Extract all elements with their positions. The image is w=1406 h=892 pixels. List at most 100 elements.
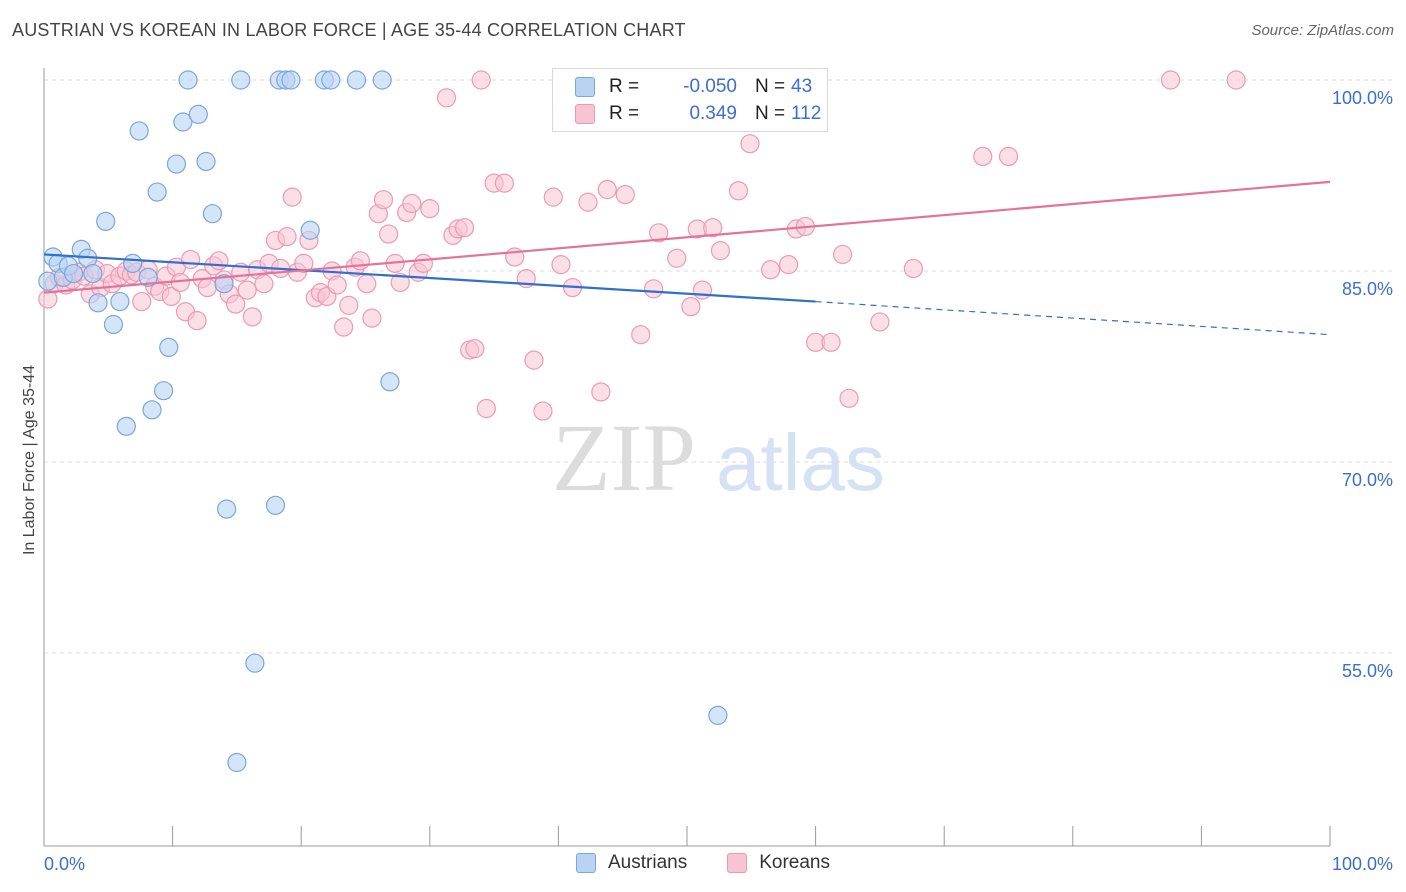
austrian-point xyxy=(196,151,216,172)
korean-point xyxy=(294,253,314,273)
austrian-point xyxy=(178,70,198,90)
korean-point xyxy=(760,260,781,280)
austrian-point xyxy=(138,267,158,287)
korean-point xyxy=(132,291,152,312)
austrian-point xyxy=(116,416,136,436)
korean-point xyxy=(465,339,485,359)
korean-point xyxy=(254,274,274,294)
korean-point xyxy=(242,307,262,327)
korean-point xyxy=(649,223,669,243)
korean-point xyxy=(778,255,799,275)
korean-point xyxy=(667,248,687,268)
korean-point xyxy=(197,277,217,298)
koreans-r-value: 0.349 xyxy=(689,103,737,124)
korean-point xyxy=(591,382,611,402)
korean-point xyxy=(420,199,440,219)
korean-point xyxy=(209,251,229,271)
austrian-point xyxy=(166,154,187,174)
y-tick-label: 70.0% xyxy=(1342,470,1393,490)
korean-point xyxy=(327,275,347,295)
korean-point xyxy=(161,286,181,307)
korean-point xyxy=(578,192,598,212)
korean-point xyxy=(350,251,370,271)
korean-point xyxy=(334,317,354,337)
x-tick-label-min: 0.0% xyxy=(44,854,85,874)
korean-point xyxy=(362,308,382,328)
austrian-point xyxy=(159,337,179,357)
tick-labels: 55.0% 70.0% 85.0% 100.0% 0.0% 100.0% xyxy=(44,88,1393,874)
austrian-point xyxy=(202,204,223,224)
koreans-swatch xyxy=(575,104,595,124)
korean-point xyxy=(998,146,1019,166)
axes xyxy=(43,68,1331,847)
austrians-r-value: -0.050 xyxy=(683,76,737,97)
austrians-legend-label: Austrians xyxy=(608,852,688,873)
austrians-n-value: 43 xyxy=(791,76,813,97)
austrian-point xyxy=(123,253,143,273)
korean-point xyxy=(615,185,635,205)
koreans-n-value: 112 xyxy=(791,103,822,124)
korean-point xyxy=(1226,70,1246,90)
austrian-point xyxy=(110,291,130,312)
grid-lines xyxy=(44,79,1394,654)
korean-point xyxy=(740,134,760,154)
watermark-zip: ZIP xyxy=(552,404,696,511)
korean-point xyxy=(839,388,859,408)
trend-lines xyxy=(43,180,1331,336)
korean-point xyxy=(870,312,890,332)
austrian-point xyxy=(83,263,103,284)
korean-point xyxy=(413,253,433,273)
chart-title: AUSTRIAN VS KOREAN IN LABOR FORCE | AGE … xyxy=(12,20,686,40)
korean-point xyxy=(471,70,491,90)
korean-point xyxy=(237,280,257,300)
austrian-point xyxy=(173,112,193,132)
korean-point xyxy=(339,295,359,315)
korean-point xyxy=(821,332,841,352)
austrian-point xyxy=(708,705,728,725)
korean-point xyxy=(282,187,302,207)
austrian-point xyxy=(380,372,400,392)
korean-point xyxy=(903,258,923,279)
x-tick-label-max: 100.0% xyxy=(1332,854,1393,874)
koreans-legend-label: Koreans xyxy=(759,852,830,873)
korean-point xyxy=(681,297,701,317)
watermark: ZIP atlas xyxy=(552,404,885,511)
korean-point xyxy=(390,272,410,293)
koreans-n-label: N = xyxy=(755,103,786,124)
austrians-n-label: N = xyxy=(755,76,786,97)
austrian-point xyxy=(217,499,237,519)
austrians-points xyxy=(38,70,728,773)
austrian-point xyxy=(153,381,174,401)
austrians-legend-swatch xyxy=(576,853,596,873)
legend-item-koreans[interactable]: Koreans xyxy=(727,852,830,874)
korean-point xyxy=(728,181,749,201)
legend-row-koreans: R = 0.349 N = 112 xyxy=(575,101,821,127)
korean-point xyxy=(181,249,201,270)
y-tick-label: 85.0% xyxy=(1342,279,1393,299)
austrian-point xyxy=(227,752,247,773)
austrian-point xyxy=(372,70,392,90)
austrian-point xyxy=(231,70,251,90)
korean-point xyxy=(551,255,571,275)
austrian-point xyxy=(96,211,116,231)
korean-point xyxy=(379,224,399,244)
korean-point xyxy=(494,173,514,193)
stats-legend: R = -0.050 N = 43 R = 0.349 N = 112 xyxy=(552,68,828,132)
koreans-r-label: R = xyxy=(609,103,640,124)
austrian-point xyxy=(265,495,286,515)
austrians-swatch xyxy=(575,77,595,97)
korean-point xyxy=(833,244,853,265)
austrian-point xyxy=(321,70,341,90)
austrian-point xyxy=(103,314,124,335)
austrian-point xyxy=(281,70,301,90)
austrian-point xyxy=(142,400,162,420)
series-legend: Austrians Koreans xyxy=(0,852,1406,874)
austrian-point xyxy=(188,104,208,124)
austrian-point xyxy=(129,121,149,141)
legend-row-austrians: R = -0.050 N = 43 xyxy=(575,74,812,100)
y-tick-label: 55.0% xyxy=(1342,661,1393,681)
korean-point xyxy=(597,179,617,200)
legend-item-austrians[interactable]: Austrians xyxy=(576,852,687,874)
korean-point xyxy=(533,401,553,421)
